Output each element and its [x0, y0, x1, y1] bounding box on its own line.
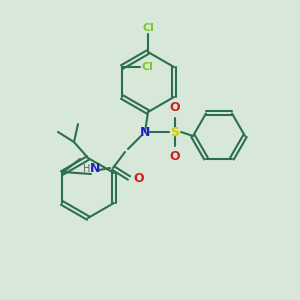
Text: O: O: [133, 172, 144, 185]
Text: N: N: [140, 125, 150, 139]
Text: S: S: [170, 125, 179, 139]
Text: Cl: Cl: [141, 62, 153, 72]
Text: N: N: [90, 163, 100, 176]
Text: H: H: [82, 164, 90, 174]
Text: O: O: [170, 101, 180, 114]
Text: O: O: [170, 150, 180, 163]
Text: Cl: Cl: [142, 23, 154, 33]
